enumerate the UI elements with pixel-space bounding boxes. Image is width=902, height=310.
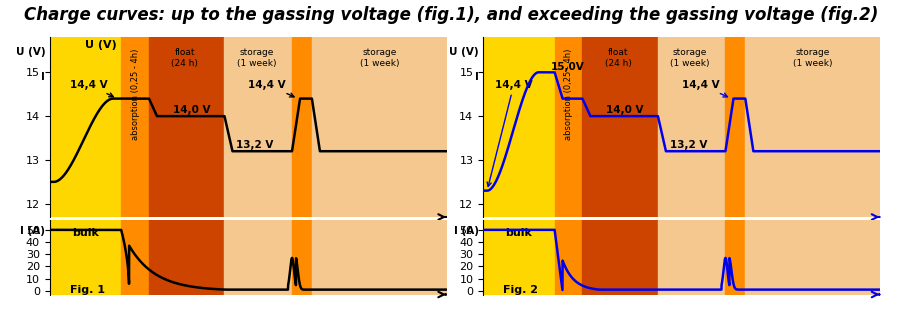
Text: absorption (0,25 - 4h): absorption (0,25 - 4h) bbox=[564, 48, 573, 140]
Text: U (V): U (V) bbox=[86, 40, 117, 50]
Text: bulk: bulk bbox=[72, 228, 98, 238]
Bar bbox=[744, 37, 879, 217]
Bar bbox=[50, 220, 121, 294]
Bar bbox=[554, 220, 582, 294]
Text: I (A): I (A) bbox=[453, 226, 478, 236]
Bar bbox=[724, 220, 744, 294]
Bar bbox=[50, 37, 121, 217]
Text: I: I bbox=[474, 72, 478, 82]
Text: storage
(1 week): storage (1 week) bbox=[359, 48, 399, 68]
Text: Fig. 1: Fig. 1 bbox=[69, 285, 105, 295]
Text: 14,0 V: 14,0 V bbox=[172, 105, 210, 115]
Bar bbox=[121, 220, 149, 294]
Bar bbox=[121, 37, 149, 217]
Bar bbox=[225, 220, 291, 294]
Bar bbox=[554, 37, 582, 217]
Text: I (A): I (A) bbox=[20, 226, 45, 236]
Bar bbox=[658, 220, 724, 294]
Text: 14,4 V: 14,4 V bbox=[486, 80, 532, 187]
Text: storage
(1 week): storage (1 week) bbox=[669, 48, 709, 68]
Text: I: I bbox=[41, 72, 45, 82]
Bar bbox=[483, 37, 554, 217]
Text: Fig. 2: Fig. 2 bbox=[502, 285, 538, 295]
Text: Charge curves: up to the gassing voltage (fig.1), and exceeding the gassing volt: Charge curves: up to the gassing voltage… bbox=[24, 6, 878, 24]
Text: 14,4 V: 14,4 V bbox=[69, 80, 113, 97]
Bar bbox=[582, 220, 658, 294]
Text: 14,4 V: 14,4 V bbox=[681, 80, 727, 97]
Bar bbox=[225, 37, 291, 217]
Bar bbox=[311, 37, 446, 217]
Bar bbox=[483, 220, 554, 294]
Text: storage
(1 week): storage (1 week) bbox=[792, 48, 832, 68]
Text: U (V): U (V) bbox=[15, 46, 45, 57]
Bar bbox=[149, 220, 225, 294]
Text: absorption (0,25 - 4h): absorption (0,25 - 4h) bbox=[131, 48, 140, 140]
Text: 13,2 V: 13,2 V bbox=[669, 140, 706, 150]
Text: 14,0 V: 14,0 V bbox=[605, 105, 643, 115]
Text: 14,4 V: 14,4 V bbox=[248, 80, 294, 97]
Text: 13,2 V: 13,2 V bbox=[236, 140, 273, 150]
Bar bbox=[291, 37, 311, 217]
Bar bbox=[291, 220, 311, 294]
Text: bulk: bulk bbox=[505, 228, 531, 238]
Bar bbox=[149, 37, 225, 217]
Text: U (V): U (V) bbox=[448, 46, 478, 57]
Bar bbox=[744, 220, 879, 294]
Bar bbox=[658, 37, 724, 217]
Text: storage
(1 week): storage (1 week) bbox=[236, 48, 276, 68]
Bar bbox=[582, 37, 658, 217]
Text: float
(24 h): float (24 h) bbox=[604, 48, 630, 68]
Bar bbox=[724, 37, 744, 217]
Text: float
(24 h): float (24 h) bbox=[171, 48, 198, 68]
Bar bbox=[311, 220, 446, 294]
Text: 15,0V: 15,0V bbox=[550, 62, 584, 72]
